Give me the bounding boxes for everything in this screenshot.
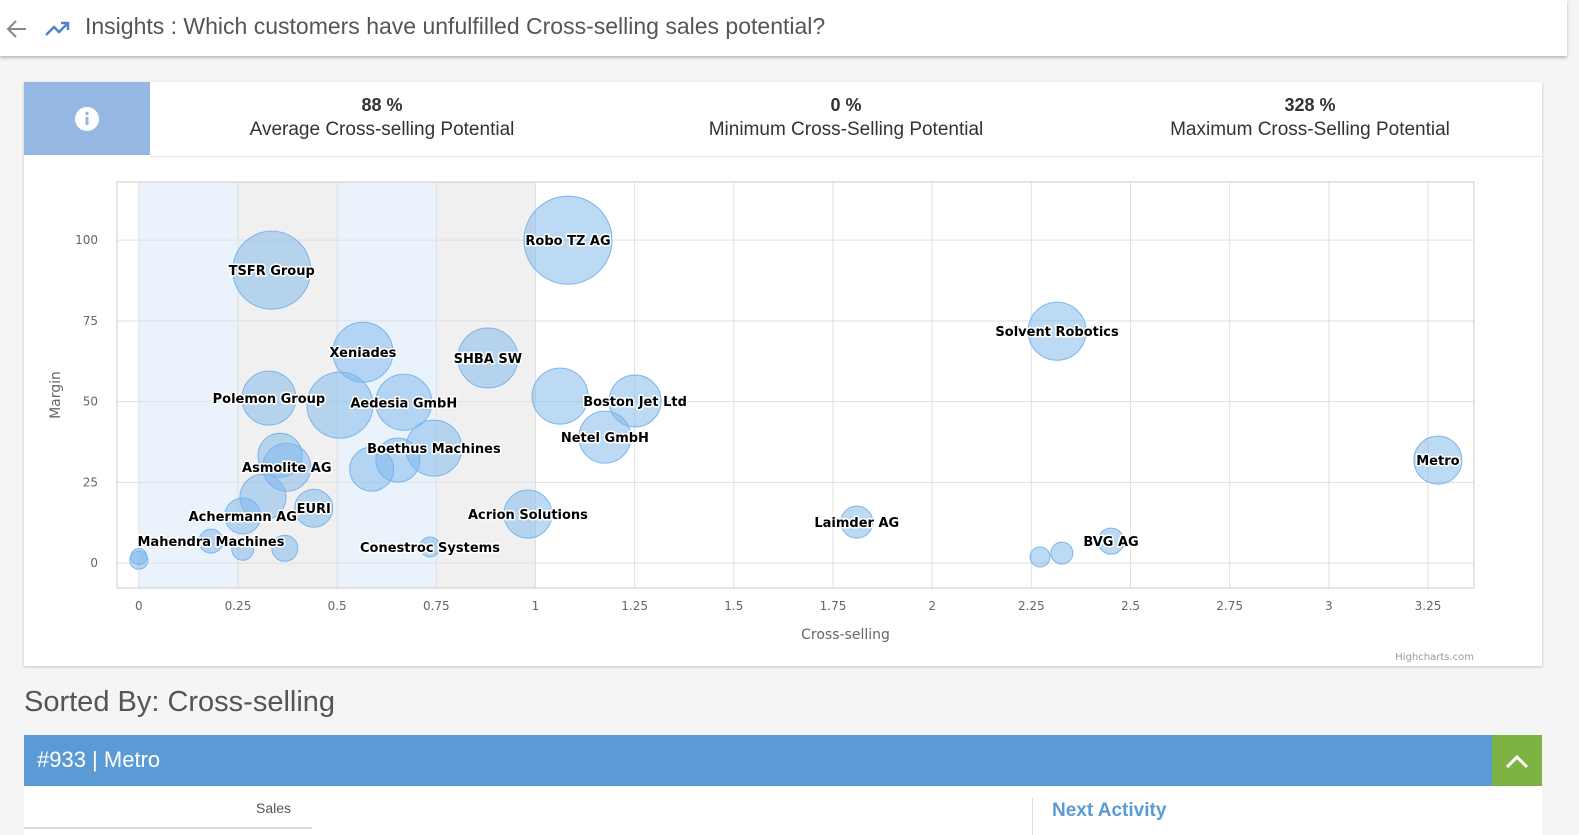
x-tick-label: 2 bbox=[928, 599, 936, 613]
bubble bbox=[523, 195, 613, 285]
x-tick-label: 3.25 bbox=[1415, 599, 1442, 613]
stat-label: Average Cross-selling Potential bbox=[249, 119, 515, 140]
info-box[interactable] bbox=[24, 82, 150, 155]
bubble-label: Robo TZ AG bbox=[525, 234, 610, 249]
bubble bbox=[531, 367, 589, 425]
bubble bbox=[419, 536, 441, 558]
section-title: Sorted By: Cross-selling bbox=[24, 686, 336, 718]
bubble bbox=[294, 488, 334, 528]
bubble-label: Boethus Machines bbox=[367, 442, 501, 457]
bubble bbox=[503, 489, 553, 539]
bubble bbox=[1413, 435, 1463, 485]
bubble-label: BVG AG bbox=[1083, 535, 1138, 550]
bubble-label: Laimder AG bbox=[814, 516, 899, 531]
stat-label: Maximum Cross-Selling Potential bbox=[1170, 119, 1450, 140]
bubble-label: EURI bbox=[297, 502, 331, 517]
x-axis-title: Cross-selling bbox=[801, 627, 890, 643]
bubble bbox=[1097, 527, 1125, 555]
bubble-label: Asmolite AG bbox=[242, 461, 331, 476]
stat-value: 0 % bbox=[830, 95, 862, 115]
divider bbox=[24, 827, 312, 829]
plot-band bbox=[138, 182, 238, 588]
collapse-button[interactable] bbox=[1492, 735, 1542, 791]
bubble bbox=[198, 528, 224, 554]
bubble-label: Acrion Solutions bbox=[468, 508, 588, 523]
divider bbox=[1032, 798, 1033, 835]
bubble bbox=[130, 548, 148, 566]
stat-value: 328 % bbox=[1284, 95, 1336, 115]
x-tick-label: 0.5 bbox=[328, 599, 347, 613]
bubble bbox=[306, 371, 374, 439]
header: Insights : Which customers have unfulfil… bbox=[0, 0, 1567, 56]
stat: 88 % Average Cross-selling Potential bbox=[182, 95, 582, 141]
x-tick-label: 1.75 bbox=[820, 599, 847, 613]
chart: 0 0.25 0.5 0.75 1 1.25 1.5 1.75 2 2.25 2.5 2.75 3 3.2… bbox=[48, 181, 1475, 663]
y-tick-label: 75 bbox=[83, 314, 98, 328]
y-tick-label: 25 bbox=[83, 475, 98, 489]
chevron-icon bbox=[1505, 754, 1529, 769]
stat-label: Minimum Cross-Selling Potential bbox=[708, 119, 984, 140]
x-tick-label: 0.75 bbox=[423, 599, 450, 613]
bubble-label: Metro bbox=[1416, 454, 1459, 469]
info-icon bbox=[75, 107, 99, 131]
trend-icon bbox=[45, 21, 70, 36]
y-tick-label: 50 bbox=[83, 395, 98, 409]
y-tick-label: 100 bbox=[75, 233, 98, 247]
x-tick-label: 2.5 bbox=[1121, 599, 1140, 613]
x-tick-label: 3 bbox=[1325, 599, 1333, 613]
bubble bbox=[578, 410, 632, 464]
stat: 328 % Maximum Cross-Selling Potential bbox=[1110, 95, 1510, 141]
x-tick-label: 1.25 bbox=[621, 599, 648, 613]
credit: Highcharts.com bbox=[1395, 652, 1474, 663]
bubble bbox=[224, 497, 262, 535]
bubble-label: Boston Jet Ltd bbox=[583, 395, 687, 410]
x-tick-label: 1.5 bbox=[724, 599, 743, 613]
bubble-label: Netel GmbH bbox=[561, 431, 649, 446]
x-tick-label: 0.25 bbox=[225, 599, 252, 613]
bubble-label: Aedesia GmbH bbox=[350, 396, 457, 411]
bubble bbox=[840, 505, 874, 539]
y-axis-title: Margin bbox=[48, 371, 64, 419]
divider bbox=[150, 156, 1542, 157]
bubble bbox=[457, 327, 519, 389]
stat: 0 % Minimum Cross-Selling Potential bbox=[646, 95, 1046, 141]
bubble-label: Conestroc Systems bbox=[360, 541, 500, 556]
bubble bbox=[1050, 541, 1074, 565]
record-body bbox=[24, 786, 1542, 835]
record-bar[interactable] bbox=[24, 735, 1492, 786]
bubble bbox=[1029, 546, 1051, 568]
bubble bbox=[375, 373, 433, 431]
bubble-label: Achermann AG bbox=[189, 510, 297, 525]
bubble-label: SHBA SW bbox=[454, 352, 522, 367]
bubble-label: TSFR Group bbox=[229, 264, 315, 279]
x-tick-label: 0 bbox=[135, 599, 143, 613]
x-tick-label: 2.75 bbox=[1216, 599, 1243, 613]
bubble-label: Solvent Robotics bbox=[995, 325, 1119, 340]
plot-border bbox=[116, 181, 1475, 589]
column-label: Sales bbox=[256, 800, 292, 816]
x-tick-label: 2.25 bbox=[1018, 599, 1045, 613]
column-label: Next Activity bbox=[1052, 800, 1167, 821]
x-tick-label: 1 bbox=[532, 599, 540, 613]
bubble bbox=[231, 537, 255, 561]
stat-value: 88 % bbox=[361, 95, 403, 115]
bubble-label: Xeniades bbox=[330, 346, 397, 361]
bubble-label: Mahendra Machines bbox=[138, 535, 285, 550]
bubble bbox=[1027, 301, 1087, 361]
bubble bbox=[232, 230, 312, 310]
bubble bbox=[608, 374, 662, 428]
bubble bbox=[241, 370, 297, 426]
y-tick-label: 0 bbox=[90, 556, 98, 570]
bubble-label: Polemon Group bbox=[213, 392, 326, 407]
bubble bbox=[349, 446, 395, 492]
bubble bbox=[271, 534, 299, 562]
header-title: Insights : Which customers have unfulfil… bbox=[85, 13, 826, 39]
record-title: #933 | Metro bbox=[37, 747, 161, 772]
back-button[interactable] bbox=[4, 16, 30, 42]
